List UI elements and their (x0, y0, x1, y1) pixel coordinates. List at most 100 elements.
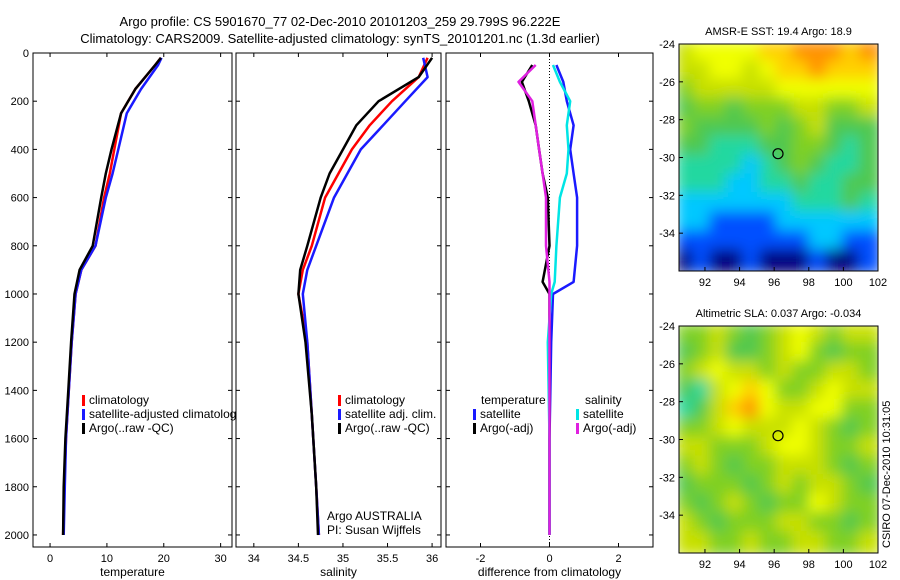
heatmap-cell (858, 78, 878, 104)
x-tick-label: 96 (768, 277, 780, 289)
x-tick-label: 0 (546, 553, 552, 565)
x-tick-label: 94 (733, 559, 745, 571)
series-line-black (297, 57, 434, 536)
x-tick-label: 0 (47, 553, 53, 565)
series-line-black (61, 57, 162, 536)
heatmap-cell (858, 455, 878, 481)
legend-entry: Argo(..raw -QC) (89, 421, 174, 435)
plot-frame-1 (32, 52, 233, 548)
x-tick-label: 34 (248, 553, 260, 565)
y-tick-label: -24 (659, 321, 675, 333)
heatmap-cell (858, 116, 878, 142)
figure-title-line-1: Argo profile: CS 5901670_77 02-Dec-2010 … (119, 14, 561, 29)
legend-entry: satellite (480, 407, 521, 421)
legend-entry: satellite (583, 407, 624, 421)
heatmap-clip-group (679, 44, 878, 271)
x-tick-label: 98 (803, 277, 815, 289)
x-axis-label: temperature (100, 565, 165, 579)
y-tick-label: -24 (659, 39, 675, 51)
x-tick-label: 35.5 (377, 553, 398, 565)
x-tick-label: 94 (733, 277, 745, 289)
legend-entry: climatology (89, 393, 149, 407)
x-tick-label: 34.5 (288, 553, 309, 565)
y-tick-label: -26 (659, 359, 675, 371)
y-tick-label: -32 (659, 472, 675, 484)
map-title: AMSR-E SST: 19.4 Argo: 18.9 (705, 26, 852, 38)
heatmap-cell (858, 360, 878, 386)
x-axis-label: difference from climatology (478, 565, 621, 579)
side-stamp: CSIRO 07-Dec-2010 10:31:05 (881, 400, 893, 548)
x-axis-label: salinity (320, 565, 357, 579)
heatmap-cell (858, 398, 878, 424)
y-tick-label: 200 (11, 96, 29, 108)
annotation-line: PI: Susan Wijffels (327, 523, 421, 537)
y-tick-label: 400 (11, 144, 29, 156)
profile-location-marker (772, 430, 784, 442)
x-tick-label: 100 (834, 277, 852, 289)
heatmap-cell (858, 493, 878, 519)
y-tick-label: 1400 (5, 385, 29, 397)
heatmap-cell (858, 249, 878, 271)
x-tick-label: 35 (337, 553, 349, 565)
legend-entry: Argo(-adj) (583, 421, 636, 435)
y-tick-label: -34 (659, 228, 675, 240)
y-tick-label: 0 (23, 48, 29, 60)
legend-entry: Argo(-adj) (480, 421, 533, 435)
heatmap-cell (858, 512, 878, 538)
y-tick-label: -28 (659, 397, 675, 409)
legend-swatch-blue (473, 409, 476, 420)
y-tick-label: -30 (659, 153, 675, 165)
heatmap-cells (679, 326, 878, 553)
x-tick-label: 96 (768, 559, 780, 571)
heatmap-cell (858, 135, 878, 161)
heatmap-cells (679, 44, 878, 271)
x-tick-label: 2 (615, 553, 621, 565)
y-tick-label: 1600 (5, 434, 29, 446)
y-tick-label: 1000 (5, 289, 29, 301)
x-tick-label: 92 (699, 277, 711, 289)
series-line-magenta (517, 64, 551, 535)
y-tick-label: -26 (659, 77, 675, 89)
plot-frame-2 (235, 52, 442, 548)
y-tick-label: 800 (11, 241, 29, 253)
y-tick-label: 2000 (5, 530, 29, 542)
legend-swatch-black (82, 423, 85, 434)
heatmap-cell (858, 379, 878, 405)
legend-entry: Argo(..raw -QC) (345, 421, 430, 435)
x-tick-label: 36 (426, 553, 438, 565)
profile-location-marker (772, 148, 784, 160)
legend-swatch-blue (82, 409, 85, 420)
legend-entry: satellite adj. clim. (345, 407, 436, 421)
legend-entry: climatology (345, 393, 405, 407)
legend-entry: satellite-adjusted climatology (89, 407, 242, 421)
annotation-line: Argo AUSTRALIA (327, 509, 422, 523)
y-tick-label: -30 (659, 435, 675, 447)
heatmap-cell (858, 192, 878, 218)
x-tick-label: 30 (215, 553, 227, 565)
legend-swatch-black (338, 423, 341, 434)
legend-swatch-black (473, 423, 476, 434)
x-tick-label: -2 (476, 553, 486, 565)
map-title: Altimetric SLA: 0.037 Argo: -0.034 (696, 308, 862, 320)
y-tick-label: 600 (11, 193, 29, 205)
x-tick-label: 98 (803, 559, 815, 571)
legend-swatch-red (338, 395, 341, 406)
legend-swatch-cyan (576, 409, 579, 420)
heatmap-cell (858, 531, 878, 553)
x-tick-label: 102 (869, 277, 887, 289)
y-tick-label: 1200 (5, 337, 29, 349)
heatmap-cell (858, 417, 878, 443)
legend-swatch-blue (338, 409, 341, 420)
series-line-blue (548, 64, 579, 535)
heatmap-cell (858, 97, 878, 123)
series-line-cyan (546, 64, 572, 535)
y-tick-label: -34 (659, 510, 675, 522)
heatmap-cell (858, 59, 878, 85)
x-tick-label: 10 (101, 553, 113, 565)
legend-header: salinity (585, 393, 622, 407)
x-tick-label: 102 (869, 559, 887, 571)
y-tick-label: 1800 (5, 482, 29, 494)
heatmap-cell (858, 436, 878, 462)
heatmap-cell (858, 230, 878, 256)
x-tick-label: 100 (834, 559, 852, 571)
